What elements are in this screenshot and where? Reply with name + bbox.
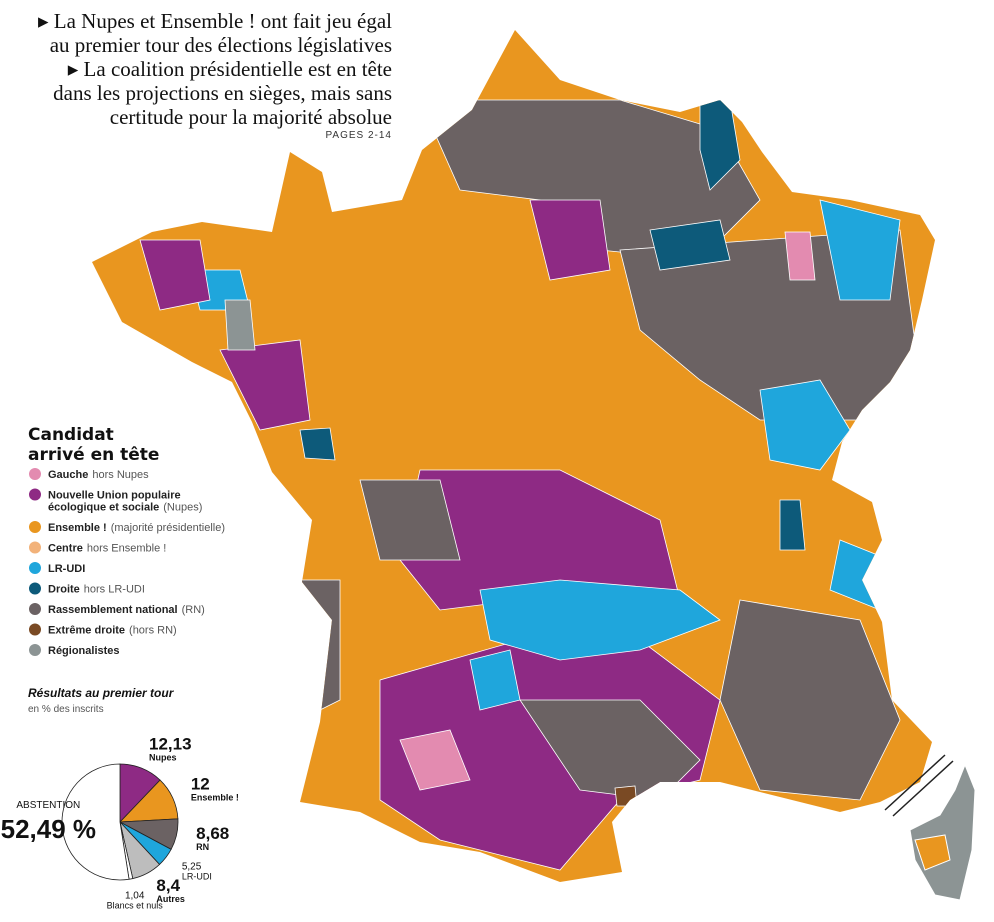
inset-divider <box>892 760 954 817</box>
france-map <box>92 30 935 882</box>
pie-value-label: 12 <box>191 774 210 793</box>
legend-label: Ensemble ! (majorité présidentielle) <box>48 522 225 534</box>
pie-value-label: 5,25 <box>182 862 202 873</box>
legend-label-text: Centre <box>48 543 83 555</box>
legend-label-text: Rassemblement national <box>48 604 178 616</box>
headline-line: dans les projections en sièges, mais san… <box>53 81 392 105</box>
pie-name: Blancs et nuls <box>107 901 164 911</box>
pie-name: Nupes <box>149 753 177 763</box>
region <box>469 649 521 711</box>
region <box>529 199 611 281</box>
legend-note: (Nupes) <box>163 502 202 514</box>
pie-value-label: 52,49 % <box>1 814 96 844</box>
legend-label-text: Droite <box>48 584 80 596</box>
pie-value-label: 12,13 <box>149 735 192 754</box>
pie-title: Résultats au premier tour <box>28 686 175 700</box>
legend-label: Régionalistes <box>48 645 120 657</box>
legend-swatch <box>29 468 41 480</box>
pie-chart: Résultats au premier tour en % des inscri… <box>1 686 239 911</box>
legend-label-text: écologique et sociale <box>48 502 159 514</box>
legend-label-text: Régionalistes <box>48 645 120 657</box>
legend-title: arrivé en tête <box>28 445 159 465</box>
legend-swatch <box>29 582 41 595</box>
region <box>779 499 806 551</box>
headline-line: certitude pour la majorité absolue <box>110 105 392 129</box>
region <box>519 699 701 801</box>
legend-label: Nouvelle Union populaire <box>48 490 181 502</box>
legend-label-text: Nouvelle Union populaire <box>48 490 181 502</box>
legend-swatch <box>29 521 41 533</box>
region <box>649 219 731 271</box>
page-ref: PAGES 2-14 <box>325 130 392 141</box>
pie-value-label: 1,04 <box>125 891 145 902</box>
region <box>784 231 816 281</box>
pie-name: ABSTENTION <box>16 800 80 811</box>
headline-line: ▸ La Nupes et Ensemble ! ont fait jeu ég… <box>38 9 392 33</box>
legend-label-text: LR-UDI <box>48 563 85 575</box>
pie-value-label: 8,4 <box>156 876 180 895</box>
legend-label-text: Ensemble ! <box>48 522 107 534</box>
legend-label: Gauche hors Nupes <box>48 469 149 481</box>
region <box>219 339 311 431</box>
legend-title: Candidat <box>28 425 114 445</box>
region <box>914 834 951 871</box>
pie-subtitle: en % des inscrits <box>28 704 104 715</box>
legend-label: Extrême droite (hors RN) <box>48 625 177 637</box>
inset-divider <box>884 754 946 811</box>
legend-swatch <box>29 603 41 615</box>
region <box>819 199 901 301</box>
region <box>719 599 901 801</box>
legend-note: (hors RN) <box>129 625 177 637</box>
region <box>614 785 638 807</box>
pie-slice <box>61 763 130 881</box>
legend-swatch <box>29 623 41 636</box>
legend-label-text: Gauche <box>48 469 88 481</box>
pie-name: LR-UDI <box>182 872 212 882</box>
region <box>359 479 461 561</box>
pie-name: Ensemble ! <box>191 792 239 802</box>
region <box>299 427 336 461</box>
corsica <box>909 763 976 901</box>
legend-swatch <box>29 541 41 554</box>
headline-line: ▸ La coalition présidentielle est en têt… <box>68 57 392 81</box>
legend-note: hors LR-UDI <box>84 584 145 596</box>
legend-label: écologique et sociale (Nupes) <box>48 502 202 514</box>
pie-name: Autres <box>156 894 185 904</box>
region <box>399 729 471 791</box>
region <box>224 299 256 351</box>
legend-swatch <box>29 644 41 656</box>
headline-line: au premier tour des élections législativ… <box>50 33 392 57</box>
legend-swatch <box>29 562 41 574</box>
legend-label-text: Extrême droite <box>48 625 125 637</box>
legend-label: Centre hors Ensemble ! <box>48 543 166 555</box>
pie-name: RN <box>196 842 209 852</box>
legend-note: hors Nupes <box>92 469 149 481</box>
legend-note: (RN) <box>182 604 205 616</box>
region <box>299 579 341 721</box>
headline: ▸ La Nupes et Ensemble ! ont fait jeu ég… <box>38 9 392 141</box>
legend-label: Rassemblement national (RN) <box>48 604 205 616</box>
legend-note: hors Ensemble ! <box>87 543 166 555</box>
legend-swatch <box>29 488 41 501</box>
legend-label: Droite hors LR-UDI <box>48 584 145 596</box>
region <box>759 379 851 471</box>
legend-label: LR-UDI <box>48 563 85 575</box>
region <box>139 239 211 311</box>
region <box>479 579 721 661</box>
pie-value-label: 8,68 <box>196 824 229 843</box>
legend-note: (majorité présidentielle) <box>111 522 225 534</box>
